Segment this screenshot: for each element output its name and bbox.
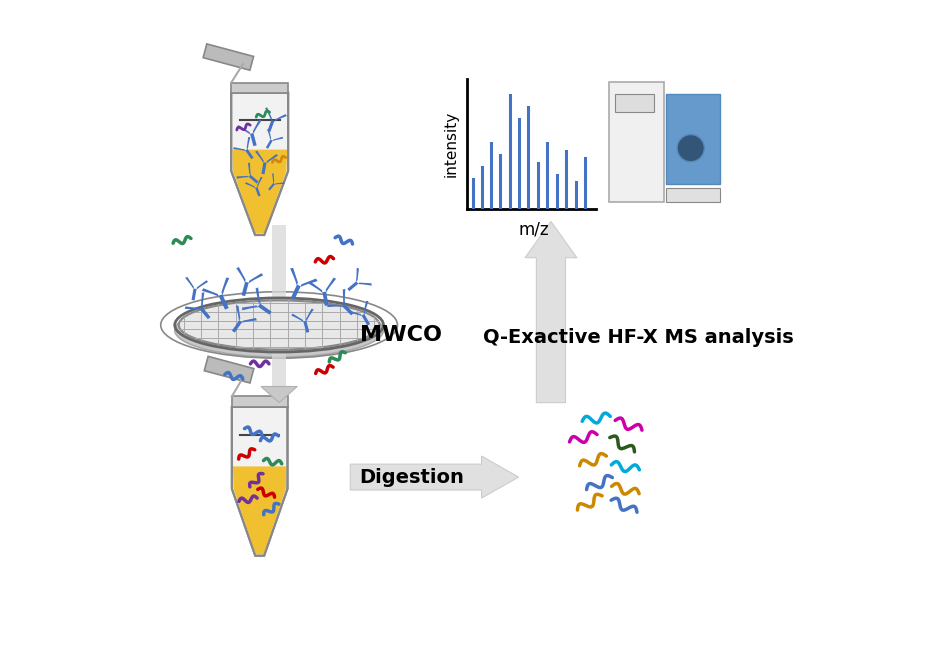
Polygon shape: [249, 133, 256, 146]
Polygon shape: [241, 281, 248, 296]
Polygon shape: [261, 162, 267, 174]
Polygon shape: [231, 407, 288, 556]
Polygon shape: [191, 289, 196, 300]
Polygon shape: [248, 175, 258, 183]
Polygon shape: [261, 387, 297, 402]
Text: MWCO: MWCO: [360, 325, 442, 344]
Polygon shape: [245, 182, 255, 188]
Bar: [665, 94, 720, 184]
Bar: [665, 188, 720, 202]
Polygon shape: [255, 287, 261, 304]
Polygon shape: [221, 278, 229, 295]
Text: Q-Exactive HF-X MS analysis: Q-Exactive HF-X MS analysis: [483, 328, 793, 348]
Polygon shape: [245, 149, 253, 159]
Polygon shape: [327, 305, 343, 307]
Polygon shape: [303, 320, 309, 333]
Polygon shape: [290, 285, 301, 300]
Polygon shape: [236, 176, 248, 179]
Polygon shape: [361, 314, 369, 326]
Polygon shape: [236, 306, 240, 321]
Polygon shape: [274, 183, 285, 185]
Polygon shape: [201, 292, 204, 307]
Polygon shape: [308, 281, 322, 293]
Polygon shape: [258, 304, 271, 315]
Polygon shape: [272, 136, 283, 141]
Polygon shape: [267, 154, 278, 163]
Polygon shape: [248, 162, 250, 175]
Polygon shape: [326, 278, 336, 292]
Text: intensity: intensity: [444, 111, 459, 177]
Polygon shape: [357, 283, 371, 285]
Polygon shape: [274, 114, 287, 122]
Polygon shape: [306, 309, 313, 321]
Polygon shape: [289, 268, 298, 285]
Polygon shape: [291, 314, 303, 322]
Polygon shape: [342, 304, 353, 315]
Polygon shape: [242, 318, 257, 323]
Polygon shape: [185, 277, 193, 289]
Polygon shape: [204, 356, 253, 383]
Polygon shape: [271, 348, 286, 402]
Polygon shape: [268, 183, 275, 190]
Polygon shape: [347, 281, 358, 291]
Polygon shape: [255, 151, 264, 163]
Polygon shape: [185, 306, 200, 310]
Polygon shape: [271, 174, 274, 183]
Polygon shape: [267, 129, 271, 140]
Polygon shape: [343, 289, 345, 304]
Polygon shape: [271, 225, 286, 299]
Polygon shape: [347, 311, 362, 316]
Polygon shape: [196, 280, 208, 290]
Polygon shape: [231, 93, 288, 235]
Polygon shape: [363, 301, 368, 315]
Polygon shape: [236, 267, 246, 283]
Polygon shape: [232, 467, 287, 554]
Polygon shape: [355, 268, 359, 281]
Polygon shape: [231, 396, 288, 407]
Polygon shape: [252, 120, 261, 134]
Polygon shape: [257, 177, 262, 187]
Polygon shape: [268, 120, 274, 132]
Polygon shape: [231, 320, 242, 333]
Polygon shape: [202, 288, 219, 297]
Polygon shape: [255, 187, 260, 196]
Bar: [614, 94, 654, 112]
Polygon shape: [236, 125, 250, 135]
Polygon shape: [300, 279, 317, 287]
Polygon shape: [231, 83, 288, 93]
Circle shape: [677, 135, 704, 162]
Polygon shape: [266, 140, 272, 149]
Polygon shape: [218, 294, 228, 309]
Polygon shape: [322, 292, 328, 306]
Polygon shape: [525, 222, 576, 402]
Polygon shape: [203, 44, 253, 70]
Polygon shape: [242, 306, 258, 310]
Bar: [608, 83, 663, 202]
Polygon shape: [247, 137, 250, 150]
Polygon shape: [265, 107, 271, 121]
Polygon shape: [350, 456, 518, 498]
Polygon shape: [200, 307, 210, 319]
Polygon shape: [248, 273, 263, 283]
Polygon shape: [233, 147, 246, 151]
Ellipse shape: [174, 304, 383, 357]
Text: Digestion: Digestion: [359, 467, 464, 487]
Text: m/z: m/z: [518, 220, 549, 238]
Ellipse shape: [179, 300, 379, 350]
Polygon shape: [232, 150, 287, 233]
